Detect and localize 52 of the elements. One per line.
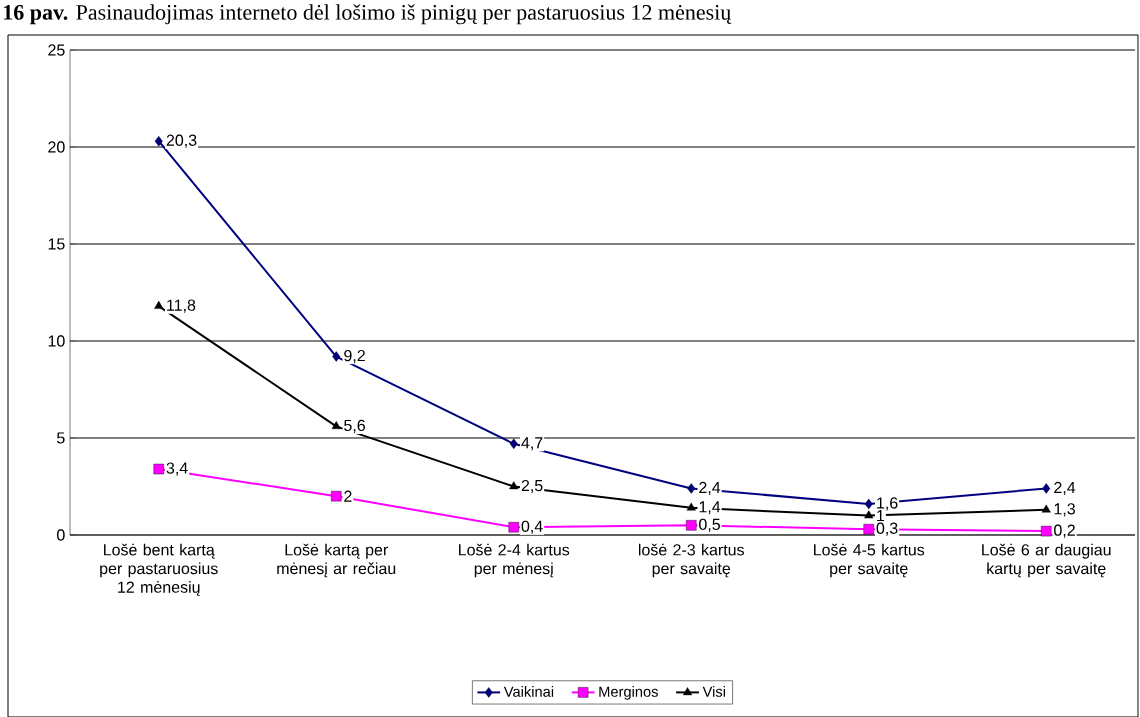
- point: [332, 351, 341, 362]
- data-label: 0,5: [699, 518, 721, 532]
- x-tick-label: Lošė bent kartą per pastaruosius 12 mėnesių: [100, 543, 218, 597]
- point: [331, 491, 342, 502]
- data-label: 2,5: [521, 479, 543, 494]
- point: [509, 438, 518, 450]
- point: [686, 520, 697, 531]
- y-tick-label: 10: [48, 335, 65, 347]
- data-label: 11,8: [167, 299, 196, 313]
- x-tick-label: Lošė 4-5 kartus per savaitę: [814, 543, 925, 578]
- data-label: 0,2: [1054, 524, 1075, 538]
- point: [509, 481, 519, 490]
- x-tick-label: Lošė kartą per mėnesį ar rečiau: [277, 543, 396, 578]
- legend-label: Merginos: [599, 686, 658, 700]
- point: [1041, 525, 1052, 537]
- data-label: 3,4: [166, 462, 188, 476]
- legend-label: Vaikinai: [503, 686, 554, 697]
- point: [154, 300, 164, 309]
- y-tick-label: 5: [57, 432, 65, 444]
- data-label: 9,2: [344, 349, 365, 364]
- point: [153, 463, 164, 475]
- data-label: 1,4: [699, 501, 721, 515]
- data-label: 1: [877, 510, 885, 522]
- data-label: 4,7: [521, 437, 543, 451]
- data-label: 2,4: [1054, 481, 1076, 496]
- data-label: 1,3: [1054, 503, 1075, 517]
- point: [863, 523, 874, 535]
- point: [686, 502, 696, 511]
- point: [154, 135, 163, 147]
- x-tick-label: Lošė 2-4 kartus per mėnesį: [459, 543, 570, 578]
- point: [1041, 504, 1051, 513]
- data-label: 0,3: [876, 522, 898, 536]
- point: [508, 522, 519, 533]
- point: [1042, 483, 1051, 494]
- data-label: 2: [344, 490, 352, 502]
- data-label: 0,4: [521, 520, 543, 534]
- chart-title: 16 pav. Pasinaudojimas interneto dėl lošimo iš pinigų per pastaruosius 12 mėnesių: [4, 4, 732, 25]
- y-tick-label: 20: [48, 141, 65, 153]
- data-label: 1,6: [877, 497, 898, 511]
- data-label: 20,3: [166, 134, 197, 148]
- point: [864, 510, 874, 519]
- y-tick-label: 25: [48, 44, 65, 56]
- x-tick-label: Lošė 6 ar daugiau kartų per savaitę: [982, 543, 1111, 578]
- point: [331, 421, 341, 430]
- point: [864, 498, 873, 510]
- x-tick-label: lošė 2-3 kartus per savaitę: [638, 543, 744, 578]
- y-tick-label: 15: [48, 238, 65, 250]
- legend-label: Visi: [702, 686, 725, 697]
- y-tick-label: 0: [57, 529, 65, 541]
- point: [687, 483, 696, 494]
- data-label: 5,6: [344, 419, 365, 433]
- data-label: 2,4: [699, 481, 721, 496]
